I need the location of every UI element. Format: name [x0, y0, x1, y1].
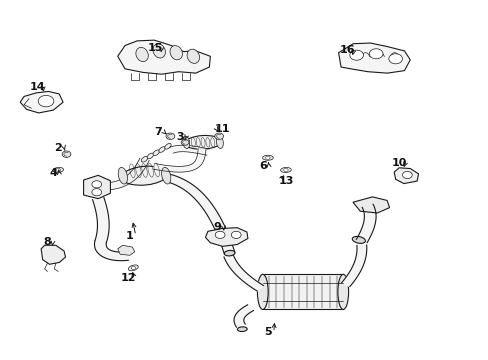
Circle shape [388, 54, 402, 64]
Circle shape [38, 95, 54, 107]
Ellipse shape [122, 166, 167, 185]
Circle shape [214, 133, 223, 139]
Polygon shape [164, 174, 234, 254]
Circle shape [215, 231, 224, 238]
Text: 13: 13 [278, 176, 293, 186]
Circle shape [92, 189, 102, 196]
Polygon shape [262, 274, 343, 310]
Polygon shape [118, 40, 210, 74]
Text: 16: 16 [339, 45, 355, 55]
Ellipse shape [153, 44, 165, 58]
Ellipse shape [224, 251, 234, 256]
Ellipse shape [351, 237, 365, 243]
Ellipse shape [262, 155, 273, 160]
Circle shape [92, 181, 102, 188]
Polygon shape [108, 158, 149, 190]
Ellipse shape [118, 167, 127, 184]
Circle shape [231, 231, 241, 238]
Ellipse shape [153, 150, 159, 156]
Polygon shape [224, 255, 263, 291]
Ellipse shape [170, 46, 182, 60]
Ellipse shape [147, 153, 153, 159]
Circle shape [283, 168, 287, 172]
Polygon shape [234, 305, 253, 327]
Polygon shape [338, 43, 409, 73]
Circle shape [181, 139, 188, 145]
Ellipse shape [237, 327, 246, 332]
Text: 15: 15 [148, 43, 163, 53]
Text: 2: 2 [54, 143, 62, 153]
Ellipse shape [159, 147, 165, 152]
Ellipse shape [183, 136, 189, 148]
Polygon shape [205, 228, 247, 246]
Ellipse shape [216, 136, 223, 148]
Polygon shape [169, 145, 209, 155]
Circle shape [368, 49, 382, 59]
Ellipse shape [184, 135, 221, 149]
Text: 9: 9 [213, 222, 221, 231]
Circle shape [62, 151, 71, 157]
Text: 11: 11 [214, 124, 230, 134]
Text: 1: 1 [126, 231, 134, 240]
Polygon shape [153, 149, 205, 172]
Ellipse shape [257, 274, 267, 310]
Ellipse shape [164, 143, 171, 149]
Circle shape [265, 156, 269, 159]
Text: 14: 14 [29, 82, 45, 93]
Text: 5: 5 [264, 327, 271, 337]
Ellipse shape [136, 48, 148, 62]
Polygon shape [41, 245, 65, 264]
Ellipse shape [53, 167, 63, 172]
Text: 6: 6 [259, 161, 266, 171]
Circle shape [131, 266, 135, 270]
Text: 10: 10 [391, 158, 407, 168]
Text: 7: 7 [154, 127, 161, 136]
Circle shape [349, 50, 363, 60]
Circle shape [402, 171, 411, 179]
Ellipse shape [161, 167, 170, 184]
Circle shape [56, 168, 61, 172]
Ellipse shape [280, 167, 291, 172]
Ellipse shape [187, 49, 199, 63]
Polygon shape [92, 198, 109, 243]
Ellipse shape [128, 265, 138, 271]
Text: 12: 12 [121, 273, 136, 283]
Ellipse shape [337, 274, 348, 310]
Polygon shape [118, 245, 135, 255]
Ellipse shape [141, 156, 147, 162]
Text: 8: 8 [43, 237, 51, 247]
Polygon shape [356, 204, 375, 243]
Text: 3: 3 [176, 132, 183, 142]
Polygon shape [20, 91, 63, 113]
Text: 4: 4 [49, 168, 57, 178]
Polygon shape [352, 197, 389, 213]
Polygon shape [393, 168, 418, 184]
Circle shape [165, 133, 174, 139]
Polygon shape [83, 175, 110, 199]
Polygon shape [341, 245, 366, 287]
Polygon shape [94, 241, 128, 261]
